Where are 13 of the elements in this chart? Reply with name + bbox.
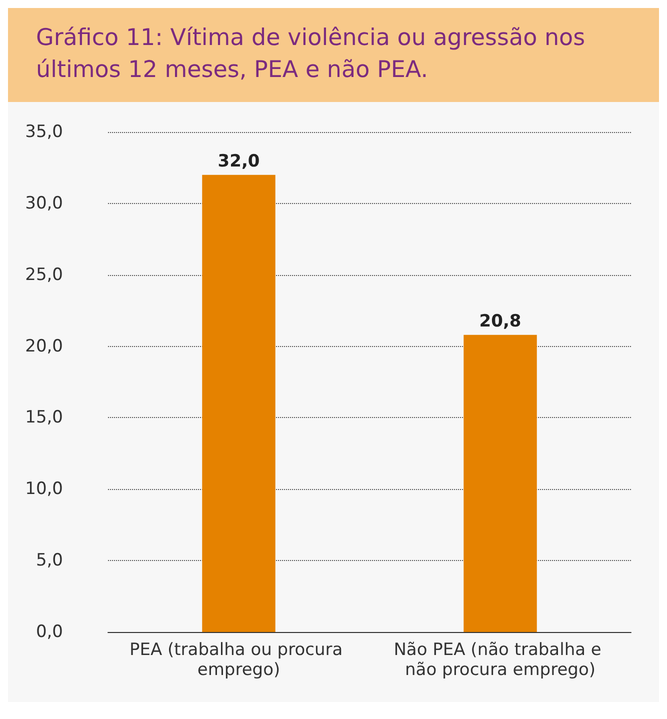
data-label: 32,0 [218, 151, 260, 172]
y-tick-label: 5,0 [36, 550, 63, 571]
x-tick-label: PEA (trabalha ou procura emprego) [129, 640, 348, 680]
y-tick-label: 30,0 [25, 193, 63, 214]
y-tick-label: 35,0 [25, 122, 63, 142]
chart-title: Gráfico 11: Vítima de violência ou agressão nos últimos 12 meses, PEA e não PEA. [8, 8, 659, 102]
data-label: 20,8 [479, 311, 522, 332]
y-tick-label: 25,0 [25, 264, 63, 285]
x-tick-label: Não PEA (não trabalha e não procura emprego) [394, 640, 607, 680]
y-tick-label: 0,0 [36, 622, 63, 642]
y-tick-label: 10,0 [25, 479, 63, 500]
y-tick-label: 15,0 [25, 408, 63, 428]
y-tick-label: 20,0 [25, 336, 63, 356]
